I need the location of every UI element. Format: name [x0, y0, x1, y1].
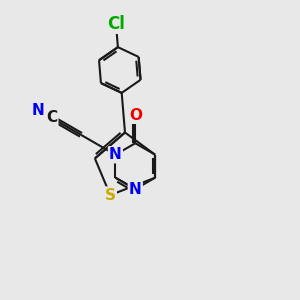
Text: N: N — [129, 182, 142, 196]
Text: O: O — [129, 108, 142, 123]
Text: N: N — [109, 147, 122, 162]
Text: N: N — [32, 103, 44, 118]
Text: C: C — [46, 110, 57, 125]
Text: S: S — [105, 188, 116, 202]
Text: Cl: Cl — [107, 15, 125, 33]
